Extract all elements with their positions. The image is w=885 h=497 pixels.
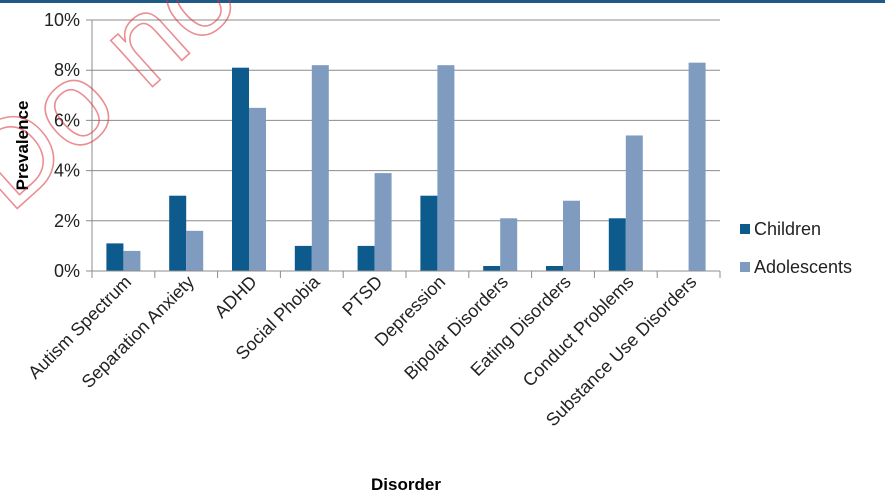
bar-adolescents <box>374 173 392 271</box>
legend-swatch-children <box>740 224 750 234</box>
y-tick-label: 6% <box>54 110 80 130</box>
x-tick-label: Autism Spectrum <box>24 272 135 383</box>
bar-adolescents <box>311 65 329 272</box>
bar-adolescents <box>688 62 706 271</box>
bars <box>106 62 706 272</box>
bar-children <box>357 245 375 271</box>
y-tick-label: 4% <box>54 161 80 181</box>
bar-children <box>232 67 249 271</box>
y-tick-label: 8% <box>54 60 80 80</box>
x-tick-label: ADHD <box>211 272 261 322</box>
legend: Children Adolescents <box>740 219 852 277</box>
x-tick-label: Separation Anxiety <box>78 272 198 392</box>
bar-adolescents <box>625 135 643 271</box>
bar-children <box>483 265 501 271</box>
legend-label-children: Children <box>754 219 821 239</box>
bar-adolescents <box>563 200 580 271</box>
bar-adolescents <box>249 107 266 271</box>
bar-children <box>420 195 438 271</box>
legend-label-adolescents: Adolescents <box>754 257 852 277</box>
y-tick-label: 0% <box>54 261 80 281</box>
bar-adolescents <box>186 230 204 271</box>
x-tick-label: PTSD <box>338 272 386 320</box>
legend-swatch-adolescents <box>740 262 750 272</box>
x-axis-title: Disorder <box>371 475 441 494</box>
y-tick-labels: 0% 2% 4% 6% 8% 10% <box>44 10 80 281</box>
bar-adolescents <box>437 65 455 272</box>
y-tick-label: 10% <box>44 10 80 30</box>
bar-children <box>546 265 563 271</box>
y-axis-title: Prevalence <box>13 101 32 191</box>
bar-adolescents <box>500 218 518 271</box>
bar-adolescents <box>123 250 141 271</box>
bar-children <box>608 218 626 271</box>
bar-children <box>106 243 124 271</box>
axes <box>86 20 721 278</box>
header-rule <box>0 0 885 3</box>
bar-children <box>294 245 312 271</box>
bar-children <box>169 195 187 271</box>
y-tick-label: 2% <box>54 211 80 231</box>
x-tick-label: Conduct Problems <box>519 272 638 391</box>
